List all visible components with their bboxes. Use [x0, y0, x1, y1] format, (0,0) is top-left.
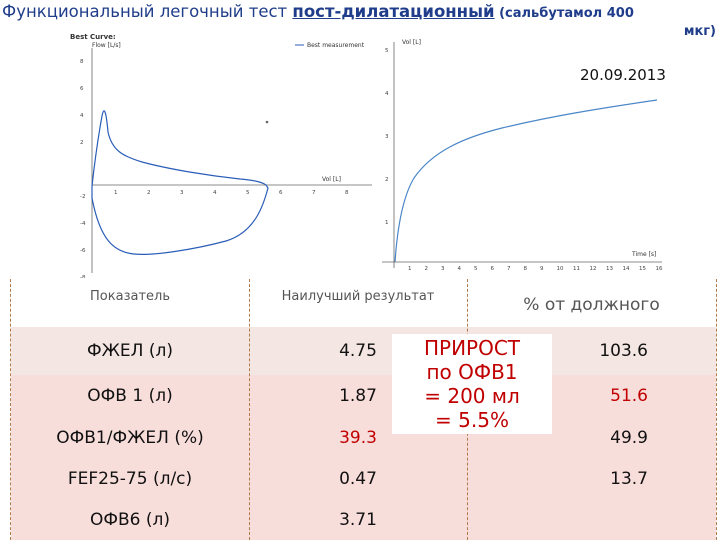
param-name: ОФВ6 (л) [89, 509, 171, 530]
spirometry-scan: Best Curve: Flow [L/s] Best measurement … [42, 28, 680, 278]
table-row: ОФВ6 (л) 3.71 [11, 499, 716, 540]
flow-volume-chart: Best Curve: Flow [L/s] Best measurement … [70, 33, 372, 278]
volume-x-tick-label: 10 [557, 266, 564, 272]
flow-x-tick-label: 8 [345, 190, 349, 196]
title-paren-start: (сальбутамол 400 [494, 6, 634, 21]
param-name: ОФВ1/ФЖЕЛ (%) [56, 428, 204, 448]
volume-x-tick-label: 8 [524, 266, 528, 272]
title-line-1: Функциональный легочный тест пост-дилата… [2, 2, 634, 21]
param-value: 3.71 [339, 509, 377, 530]
flow-x-tick-label: 3 [180, 190, 184, 196]
volume-x-tick-label: 4 [458, 266, 462, 272]
param-value: 0.47 [339, 469, 377, 489]
volume-y-tick-label: 5 [385, 48, 389, 54]
scan-dot [265, 120, 269, 124]
flow-y-tick-label: -2 [80, 194, 85, 200]
flow-x-tick-label: 1 [114, 190, 118, 196]
table-row: ФЖЕЛ (л) 4.75 103.6 [11, 327, 716, 376]
flow-chart-title: Best Curve: [70, 33, 116, 41]
flow-y-tick-label: 6 [80, 86, 84, 92]
results-table: Показатель Наилучший результат % от долж… [10, 279, 717, 540]
volume-time-curve [394, 99, 658, 263]
title-paren-end: мкг) [683, 24, 716, 39]
flow-chart-ylabel: Flow [L/s] [92, 42, 121, 49]
volume-x-tick-label: 2 [425, 266, 429, 272]
flow-x-ticks: 1 2 3 4 5 6 7 8 [114, 190, 349, 196]
param-percent: 51.6 [610, 386, 648, 406]
flow-chart-legend: Best measurement [307, 42, 365, 49]
volume-y-tick-label: 3 [385, 134, 389, 140]
volume-y-tick-label: 1 [385, 220, 389, 226]
volume-x-ticks: 1 2 3 4 5 6 7 8 9 10 11 12 13 14 15 16 [408, 266, 663, 272]
volume-x-tick-label: 9 [540, 266, 544, 272]
volume-y-tick-label: 2 [385, 177, 389, 183]
volume-chart-xlabel: Time [s] [631, 251, 656, 258]
flow-y-tick-label: -6 [80, 248, 86, 254]
column-divider [249, 279, 250, 540]
header-parameter: Показатель [90, 289, 170, 304]
table-row: ОФВ 1 (л) 1.87 51.6 [11, 375, 716, 418]
volume-x-tick-label: 5 [474, 266, 478, 272]
param-value: 4.75 [339, 341, 377, 361]
flow-y-tick-label: -4 [80, 221, 86, 227]
title-bold: пост-дилатационный [292, 2, 495, 21]
volume-chart-ylabel: Vol [L] [402, 39, 421, 46]
flow-x-tick-label: 7 [312, 190, 316, 196]
param-percent: 13.7 [610, 469, 648, 489]
header-best-result: Наилучший результат [281, 289, 435, 304]
volume-x-tick-label: 6 [491, 266, 495, 272]
flow-x-tick-label: 6 [279, 190, 283, 196]
volume-y-tick-label: 4 [385, 91, 389, 97]
param-name: FEF25-75 (л/с) [67, 469, 193, 489]
param-value: 39.3 [339, 428, 377, 448]
param-value: 1.87 [339, 386, 377, 406]
slide-title: Функциональный легочный тест пост-дилата… [0, 2, 720, 42]
flow-y-tick-label: 4 [80, 113, 84, 119]
volume-x-tick-label: 14 [623, 266, 630, 272]
volume-x-tick-label: 15 [639, 266, 646, 272]
volume-x-tick-label: 3 [441, 266, 445, 272]
param-percent [467, 499, 716, 540]
callout-line-1: ПРИРОСТ [423, 336, 521, 360]
volume-x-tick-label: 11 [573, 266, 580, 272]
flow-volume-curve [91, 110, 269, 255]
volume-x-tick-label: 16 [656, 266, 663, 272]
volume-x-tick-label: 1 [408, 266, 412, 272]
param-name: ОФВ 1 (л) [87, 386, 173, 406]
callout-line-4: = 5.5% [435, 408, 509, 432]
volume-x-tick-label: 7 [507, 266, 511, 272]
flow-chart-xlabel: Vol [L] [322, 176, 341, 183]
flow-y-tick-label: 2 [80, 140, 84, 146]
volume-x-tick-label: 13 [606, 266, 613, 272]
test-date: 20.09.2013 [580, 66, 666, 84]
fev1-gain-callout: ПРИРОСТ по ОФВ1 = 200 мл = 5.5% [392, 334, 552, 434]
table-row: FEF25-75 (л/с) 0.47 13.7 [11, 459, 716, 500]
flow-x-tick-label: 4 [213, 190, 217, 196]
flow-x-tick-label: 5 [246, 190, 250, 196]
flow-y-tick-label: 8 [80, 59, 84, 65]
table-row: ОФВ1/ФЖЕЛ (%) 39.3 49.9 [11, 417, 716, 460]
title-prefix: Функциональный легочный тест [2, 2, 293, 21]
callout-line-3: = 200 мл [424, 384, 520, 408]
param-percent: 49.9 [610, 428, 648, 448]
param-name: ФЖЕЛ (л) [86, 341, 173, 361]
header-percent-predicted: % от должного [523, 295, 660, 315]
volume-x-tick-label: 12 [590, 266, 597, 272]
flow-y-tick-label: -8 [80, 275, 86, 278]
volume-y-ticks: 5 4 3 2 1 [385, 48, 389, 226]
table-header-row: Показатель Наилучший результат % от долж… [11, 279, 716, 328]
callout-line-2: по ОФВ1 [426, 360, 518, 384]
volume-time-chart: Vol [L] Time [s] 1 2 3 4 5 6 7 8 9 10 11 12 13 14 15 16… [382, 39, 663, 272]
flow-x-tick-label: 2 [147, 190, 151, 196]
param-percent: 103.6 [599, 341, 648, 361]
flow-y-ticks: 8 6 4 2 -2 -4 -6 -8 [80, 59, 86, 278]
